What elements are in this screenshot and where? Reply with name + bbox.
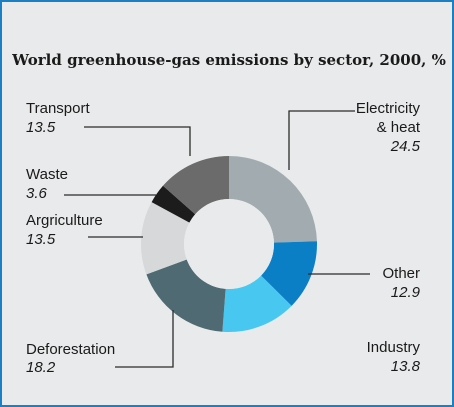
slice-waste [151, 185, 196, 223]
slice-value-waste: 3.6 [26, 185, 48, 202]
slice-value-electricity-heat: 24.5 [390, 138, 421, 155]
slice-transport [162, 156, 229, 215]
slice-value-argriculture: 13.5 [26, 231, 56, 248]
leader-line-transport [84, 126, 191, 156]
slice-label-electricity-heat: Electricity [356, 100, 421, 117]
donut-hole [184, 199, 274, 289]
leader-line-deforestation [115, 310, 174, 368]
leader-line-electricity-heat [288, 110, 355, 170]
slice-argriculture [141, 202, 190, 275]
slice-other [261, 241, 317, 306]
slice-deforestation [146, 259, 226, 332]
slice-label-deforestation: Deforestation [26, 341, 115, 358]
chart-title: World greenhouse-gas emissions by sector… [12, 51, 446, 69]
slice-label-argriculture: Argriculture [26, 212, 103, 229]
slice-label-electricity-heat: & heat [377, 119, 421, 136]
slice-label-industry: Industry [367, 339, 421, 356]
slice-label-waste: Waste [26, 166, 68, 183]
slice-value-industry: 13.8 [391, 358, 421, 375]
slice-electricity-heat [229, 156, 317, 243]
slice-value-other: 12.9 [391, 284, 421, 301]
slice-value-deforestation: 18.2 [26, 359, 56, 376]
slice-industry [222, 275, 292, 332]
slice-label-transport: Transport [26, 100, 90, 117]
slice-label-other: Other [382, 265, 420, 282]
slice-value-transport: 13.5 [26, 119, 56, 136]
